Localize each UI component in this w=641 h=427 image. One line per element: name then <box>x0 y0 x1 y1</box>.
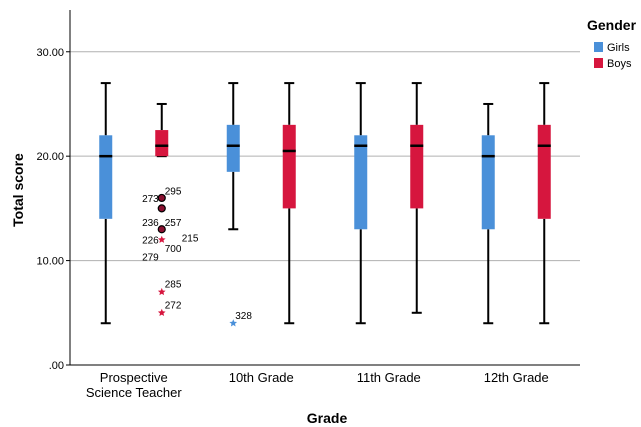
box-girls <box>481 102 495 325</box>
outlier-star <box>229 319 238 327</box>
outlier-label: 236 <box>142 218 159 229</box>
x-axis-label: Grade <box>307 410 348 426</box>
outlier-label: 257 <box>165 218 182 229</box>
outlier-label: 700 <box>165 244 182 255</box>
legend-swatch-boys <box>594 58 603 68</box>
outlier-label: 273 <box>142 194 159 205</box>
outlier-label: 295 <box>165 187 182 198</box>
grid-lines <box>66 51 580 366</box>
outlier-circle <box>157 225 166 234</box>
box-rect <box>354 135 368 230</box>
outlier-star <box>157 308 166 316</box>
outlier-label: 272 <box>165 300 182 311</box>
box-girls <box>99 82 113 325</box>
y-tick-label: .00 <box>49 360 64 372</box>
legend-label-boys: Boys <box>607 58 632 70</box>
box-girls <box>354 82 368 325</box>
box-rect <box>481 135 495 230</box>
y-tick-label: 30.00 <box>36 47 64 59</box>
outlier-circle <box>157 204 166 213</box>
y-tick-label: 10.00 <box>36 256 64 268</box>
box-rect <box>410 124 424 209</box>
outlier-star <box>157 235 166 243</box>
x-tick-label: Science Teacher <box>86 385 183 400</box>
x-tick-label: 10th Grade <box>229 370 294 385</box>
outlier-label: 279 <box>142 252 159 263</box>
outlier-label: 215 <box>182 234 199 245</box>
x-tick-label: 11th Grade <box>357 370 421 385</box>
box-boys <box>410 82 424 314</box>
y-axis-label: Total score <box>10 153 26 227</box>
box-boys <box>282 82 296 325</box>
outlier-label: 328 <box>235 311 252 322</box>
y-tick-label: 20.00 <box>36 151 64 163</box>
box-rect <box>99 135 113 219</box>
legend-label-girls: Girls <box>607 42 630 54</box>
outlier-label: 285 <box>165 280 182 291</box>
box-rect <box>282 124 296 209</box>
outlier-label: 226 <box>142 236 159 247</box>
box-girls <box>226 82 240 231</box>
outlier-circle <box>157 193 166 203</box>
box-rect <box>226 124 240 172</box>
y-tick-labels: .00 10.00 20.00 30.00 <box>36 47 64 372</box>
legend: Gender Girls Boys <box>587 17 637 70</box>
x-tick-label: 12th Grade <box>484 370 549 385</box>
boxes <box>99 82 551 325</box>
box-rect <box>537 124 551 219</box>
box-boys <box>537 82 551 325</box>
x-tick-label: Prospective <box>100 370 168 385</box>
legend-swatch-girls <box>594 42 603 52</box>
axes <box>69 10 580 366</box>
box-boys <box>155 102 169 158</box>
outlier-star <box>157 287 166 296</box>
box-rect <box>155 130 169 157</box>
legend-title: Gender <box>587 17 637 33</box>
